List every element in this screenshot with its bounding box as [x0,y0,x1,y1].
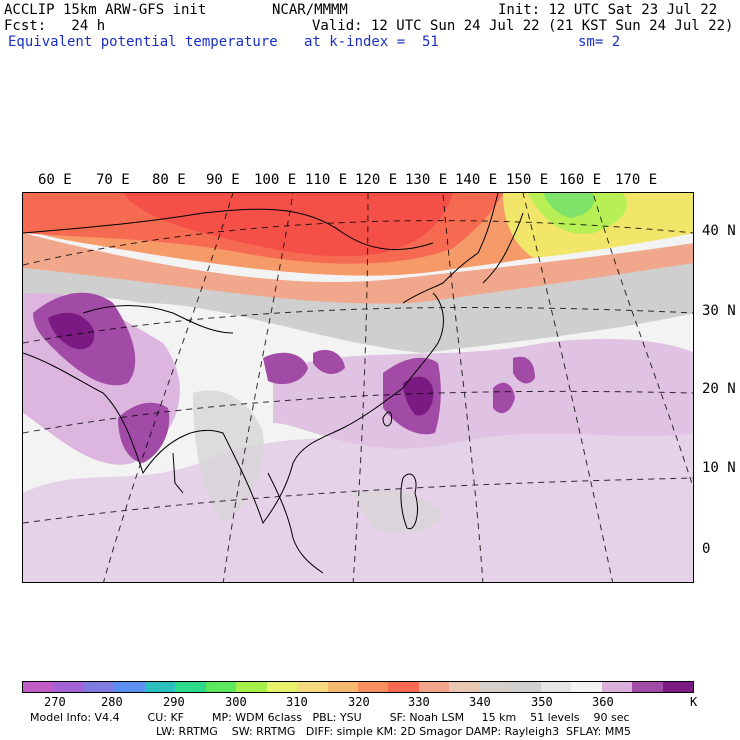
colorbar-swatch [144,682,176,692]
lat-label: 40 N [702,223,736,239]
colorbar-tick: 360 [592,695,614,709]
colorbar-swatch [449,682,480,692]
lon-label: 140 E [455,172,498,188]
field-name: Equivalent potential temperature [8,34,278,50]
colorbar-swatch [418,682,450,692]
colorbar-swatch [205,682,237,692]
colorbar-tick: 350 [531,695,553,709]
colorbar-swatch [540,682,572,692]
org-label: NCAR/MMMM [272,2,348,18]
model-title: ACCLIP 15km ARW-GFS init [4,2,207,18]
colorbar [22,681,694,693]
colorbar-swatch [83,682,115,692]
lat-label: 20 N [702,381,736,397]
colorbar-tick: 290 [163,695,185,709]
colorbar-swatch [571,682,602,692]
colorbar-swatch [175,682,206,692]
lon-label: 110 E [305,172,348,188]
colorbar-tick: 320 [348,695,370,709]
colorbar-swatch [114,682,145,692]
colorbar-swatch [236,682,267,692]
colorbar-swatch [510,682,541,692]
lon-label: 160 E [559,172,602,188]
lon-label: 130 E [405,172,448,188]
colorbar-swatch [632,682,663,692]
colorbar-unit: K [690,695,698,709]
model-info-line: Model Info: V4.4 CU: KF MP: WDM 6class P… [30,711,630,724]
lon-label: 90 E [206,172,240,188]
smoothing-label: sm= 2 [578,34,621,50]
colorbar-swatch [23,682,54,692]
map-svg [23,193,693,582]
lon-label: 70 E [96,172,130,188]
level-index: at k-index = 51 [304,34,439,50]
colorbar-swatch [601,682,633,692]
colorbar-swatch [266,682,298,692]
lon-label: 100 E [254,172,297,188]
init-time: Init: 12 UTC Sat 23 Jul 22 [498,2,718,18]
lon-label: 150 E [506,172,549,188]
colorbar-tick: 300 [225,695,247,709]
lat-label: 0 [702,541,711,557]
colorbar-swatch [479,682,511,692]
lat-label: 30 N [702,303,736,319]
colorbar-swatch [53,682,84,692]
lon-label: 170 E [615,172,658,188]
colorbar-tick: 340 [469,695,491,709]
colorbar-tick: 310 [286,695,308,709]
colorbar-swatch [388,682,419,692]
lon-label: 60 E [38,172,72,188]
lon-label: 80 E [152,172,186,188]
lat-label: 10 N [702,460,736,476]
lon-label: 120 E [355,172,398,188]
map-panel [22,192,694,583]
colorbar-tick: 330 [408,695,430,709]
colorbar-swatch [327,682,358,692]
colorbar-swatch [357,682,389,692]
valid-time: Valid: 12 UTC Sun 24 Jul 22 (21 KST Sun … [312,18,734,34]
colorbar-tick: 270 [44,695,66,709]
colorbar-tick: 280 [101,695,123,709]
colorbar-swatch [662,682,693,692]
physics-info-line: LW: RRTMG SW: RRTMG DIFF: simple KM: 2D … [156,725,631,738]
forecast-hour: Fcst: 24 h [4,18,106,34]
colorbar-swatch [297,682,328,692]
